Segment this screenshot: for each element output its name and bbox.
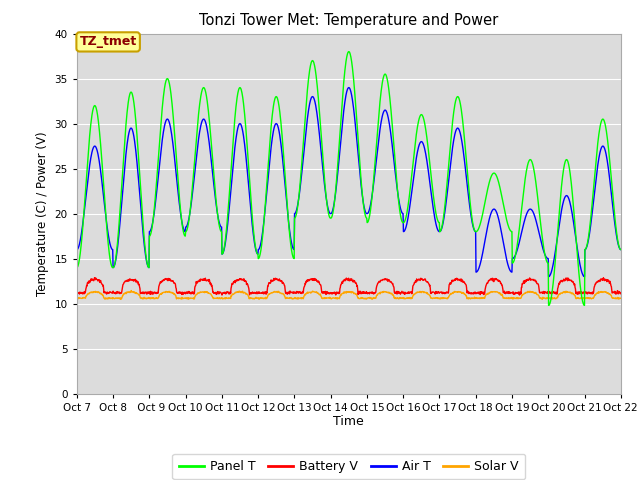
Solar V xyxy=(505,295,513,300)
Solar V xyxy=(195,290,202,296)
Line: Air T: Air T xyxy=(77,88,621,276)
Battery V xyxy=(255,289,263,295)
Air T xyxy=(180,228,188,234)
Battery V xyxy=(505,290,513,296)
Air T xyxy=(505,264,513,270)
Panel T xyxy=(434,217,442,223)
Solar V xyxy=(127,288,135,293)
Battery V xyxy=(91,275,99,281)
Line: Battery V: Battery V xyxy=(77,278,621,295)
Panel T xyxy=(617,247,625,252)
Solar V xyxy=(553,295,561,301)
Solar V xyxy=(255,296,263,302)
Panel T xyxy=(345,49,353,55)
Panel T xyxy=(505,224,513,229)
Text: TZ_tmet: TZ_tmet xyxy=(79,36,137,48)
Solar V xyxy=(617,296,625,301)
Title: Tonzi Tower Met: Temperature and Power: Tonzi Tower Met: Temperature and Power xyxy=(199,13,499,28)
Solar V xyxy=(434,295,442,301)
Air T xyxy=(553,238,561,244)
Air T xyxy=(73,247,81,252)
Battery V xyxy=(195,278,202,284)
Battery V xyxy=(617,290,625,296)
X-axis label: Time: Time xyxy=(333,415,364,429)
Air T xyxy=(617,247,625,252)
Battery V xyxy=(218,292,226,298)
Solar V xyxy=(73,296,81,302)
Panel T xyxy=(255,255,262,261)
Panel T xyxy=(180,232,188,238)
Battery V xyxy=(434,290,442,296)
Panel T xyxy=(194,120,202,125)
Battery V xyxy=(553,291,561,297)
Air T xyxy=(255,247,262,252)
Air T xyxy=(545,274,552,279)
Battery V xyxy=(73,288,81,294)
Line: Panel T: Panel T xyxy=(77,52,621,305)
Solar V xyxy=(181,295,189,301)
Y-axis label: Temperature (C) / Power (V): Temperature (C) / Power (V) xyxy=(36,132,49,296)
Legend: Panel T, Battery V, Air T, Solar V: Panel T, Battery V, Air T, Solar V xyxy=(172,454,525,480)
Air T xyxy=(345,85,353,91)
Panel T xyxy=(553,238,561,244)
Panel T xyxy=(545,302,552,308)
Line: Solar V: Solar V xyxy=(77,290,621,300)
Air T xyxy=(434,226,442,232)
Solar V xyxy=(538,297,546,302)
Battery V xyxy=(181,289,189,295)
Panel T xyxy=(73,264,81,270)
Air T xyxy=(194,142,202,148)
